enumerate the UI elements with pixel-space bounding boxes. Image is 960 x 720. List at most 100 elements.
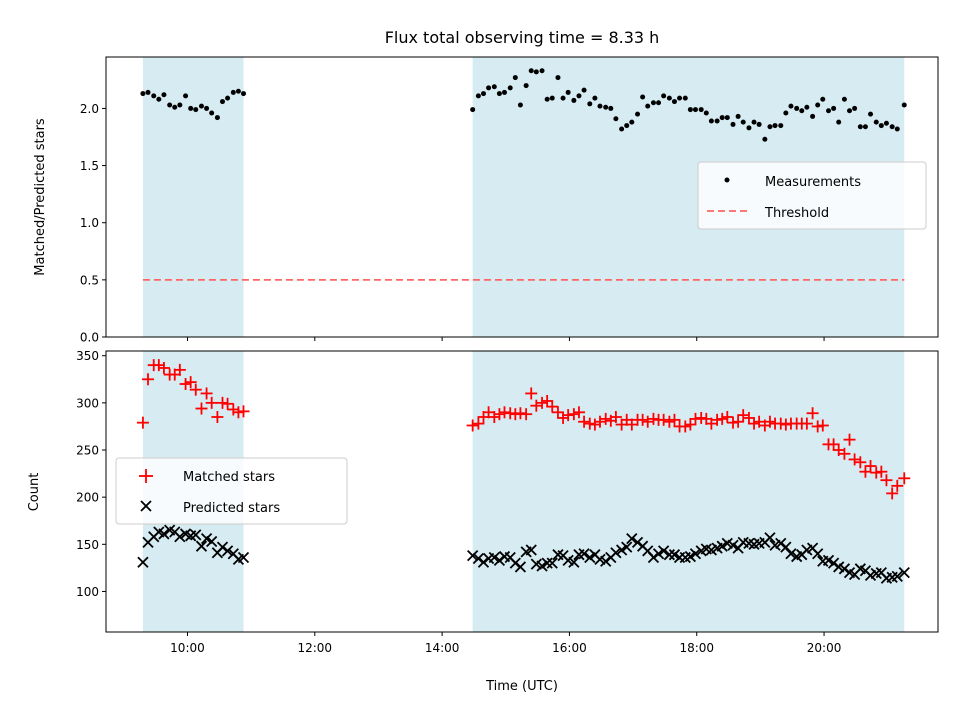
- measurement-point: [523, 83, 529, 89]
- matched-star-point: [541, 394, 554, 407]
- measurement-point: [198, 103, 204, 109]
- x-tick-label: 10:00: [170, 641, 205, 655]
- predicted-star-stroke-b: [179, 528, 192, 540]
- measurement-point: [889, 124, 895, 130]
- matched-star-point: [593, 415, 606, 428]
- matched-star-point: [880, 474, 893, 487]
- matched-star-point: [886, 487, 899, 500]
- matched-star-point: [806, 407, 819, 420]
- measurement-point: [756, 121, 762, 127]
- predicted-star-point: [546, 557, 558, 569]
- matched-star-point: [221, 397, 234, 410]
- bottom-panel-legend: Matched stars Predicted stars: [115, 457, 348, 525]
- measurement-point: [539, 68, 545, 74]
- measurement-point: [894, 126, 900, 132]
- measurement-point: [671, 99, 677, 105]
- measurement-point: [544, 96, 550, 102]
- predicted-star-stroke-b: [594, 553, 606, 566]
- measurement-point: [804, 104, 810, 110]
- predicted-star-stroke-b: [642, 545, 654, 557]
- predicted-star-point: [891, 570, 903, 583]
- measurement-point: [682, 95, 688, 101]
- matched-star-point: [205, 396, 218, 409]
- measurement-point: [230, 89, 236, 95]
- measurement-point: [486, 85, 492, 91]
- predicted-star-point: [568, 556, 580, 568]
- matched-star-point: [663, 415, 676, 428]
- measurement-point: [619, 126, 625, 132]
- y-tick-label: 250: [76, 444, 99, 458]
- legend-measurements-marker: [724, 177, 730, 183]
- matched-star-point: [711, 413, 724, 426]
- predicted-star-point: [626, 533, 638, 545]
- matched-star-point: [509, 408, 522, 421]
- measurement-point: [794, 105, 800, 111]
- predicted-star-point: [509, 557, 521, 569]
- predicted-star-point: [206, 535, 218, 548]
- predicted-star-stroke-b: [137, 556, 149, 568]
- measurement-point: [883, 120, 889, 126]
- measurement-point: [868, 111, 874, 117]
- matched-star-point: [493, 408, 506, 421]
- measurement-point: [661, 93, 667, 99]
- predicted-star-stroke-b: [822, 554, 835, 566]
- predicted-star-point: [237, 551, 250, 564]
- matched-star-point: [742, 411, 755, 424]
- y-tick-label: 350: [76, 349, 99, 363]
- matched-star-point: [732, 415, 745, 428]
- predicted-star-stroke-b: [721, 537, 733, 549]
- measurement-point: [613, 116, 619, 122]
- measurement-point: [470, 107, 476, 113]
- matched-star-point: [748, 417, 761, 430]
- predicted-star-stroke-b: [227, 548, 239, 560]
- matched-star-point: [827, 438, 840, 451]
- measurement-point: [140, 91, 146, 97]
- measurement-point: [512, 75, 518, 81]
- predicted-star-stroke-b: [530, 558, 542, 570]
- matched-star-point: [599, 412, 612, 425]
- predicted-star-stroke-b: [827, 557, 840, 569]
- predicted-star-stroke-b: [780, 541, 792, 553]
- measurement-point: [214, 115, 220, 121]
- predicted-star-stroke-b: [743, 537, 755, 549]
- predicted-star-point: [600, 555, 612, 567]
- measurement-point: [629, 119, 635, 125]
- measurement-point: [799, 108, 805, 114]
- y-tick-label: 1.5: [80, 159, 99, 173]
- predicted-star-point: [158, 528, 170, 540]
- matched-star-point: [774, 417, 787, 430]
- predicted-star-point: [514, 561, 527, 573]
- predicted-star-stroke-b: [727, 539, 739, 551]
- matched-star-point: [838, 447, 851, 460]
- measurement-point: [560, 95, 566, 101]
- matched-star-point: [179, 378, 192, 391]
- measurement-point: [183, 93, 189, 99]
- measurement-point: [480, 91, 486, 97]
- matched-star-point: [466, 419, 479, 432]
- predicted-star-point: [137, 556, 149, 568]
- y-tick-label: 100: [76, 585, 99, 599]
- x-tick-label: 12:00: [297, 641, 332, 655]
- measurement-point: [740, 119, 746, 125]
- predicted-star-stroke-b: [158, 528, 170, 540]
- measurement-point: [549, 95, 555, 101]
- matched-star-point: [189, 383, 202, 396]
- predicted-star-stroke-b: [568, 556, 580, 568]
- predicted-star-stroke-b: [668, 549, 681, 561]
- measurement-point: [788, 103, 794, 109]
- measurement-point: [491, 84, 497, 90]
- predicted-star-stroke-b: [190, 529, 202, 541]
- predicted-star-point: [838, 563, 851, 575]
- measurement-point: [656, 100, 662, 106]
- matched-star-point: [641, 415, 654, 428]
- measurement-point: [240, 91, 246, 97]
- matched-star-point: [721, 411, 734, 424]
- matched-star-point: [200, 387, 213, 400]
- matched-star-point: [184, 376, 197, 389]
- predicted-star-stroke-b: [552, 549, 564, 561]
- measurement-point: [640, 94, 646, 100]
- predicted-star-stroke-b: [833, 561, 845, 573]
- matched-star-point: [557, 411, 570, 424]
- measurement-point: [571, 97, 577, 103]
- matched-star-point: [898, 472, 911, 485]
